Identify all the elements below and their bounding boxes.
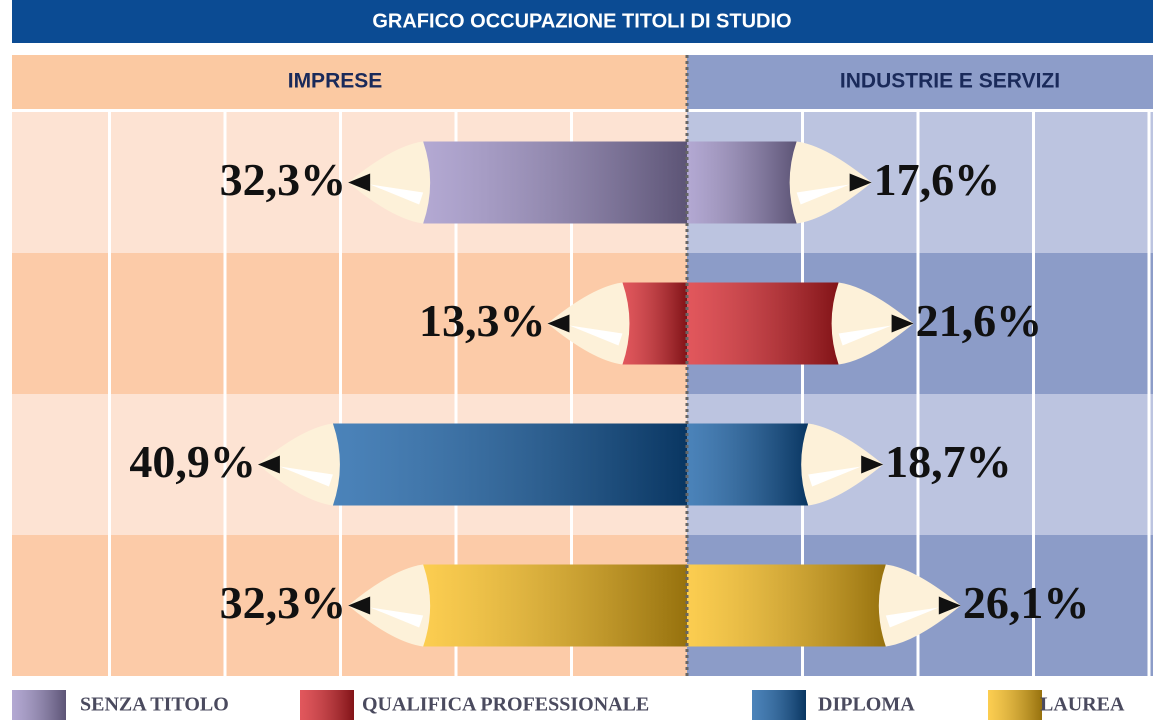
pencil xyxy=(348,141,687,224)
legend-swatch-shade xyxy=(752,690,806,720)
pencil-tip xyxy=(257,455,280,474)
pencil-shade xyxy=(687,141,797,224)
pencil-cone xyxy=(348,141,431,224)
value-label: 40,9% xyxy=(129,436,256,487)
left-title: IMPRESE xyxy=(288,70,383,93)
pencil-shade xyxy=(423,564,687,647)
value-label: 18,7% xyxy=(885,436,1012,487)
pencil-highlight xyxy=(370,184,424,205)
pencil-cone xyxy=(878,564,961,647)
pencil xyxy=(687,423,884,506)
pencil-highlight xyxy=(370,607,424,628)
value-label: 32,3% xyxy=(220,154,347,205)
pencil xyxy=(687,564,961,647)
title-bar xyxy=(12,0,1153,43)
pencil-highlight xyxy=(279,466,333,487)
pencil-tip xyxy=(348,596,371,615)
pencil-cone xyxy=(789,141,872,224)
pencil-cone xyxy=(348,564,431,647)
pencil xyxy=(687,282,914,365)
value-label: 17,6% xyxy=(874,154,1001,205)
legend-swatch-shade xyxy=(988,690,1042,720)
pencil-shade xyxy=(687,423,809,506)
right-header xyxy=(687,55,1153,109)
legend-label: DIPLOMA xyxy=(818,694,915,716)
pencil-shade xyxy=(332,423,687,506)
pencil-highlight xyxy=(838,325,892,346)
pencil xyxy=(348,564,687,647)
value-label: 32,3% xyxy=(220,577,347,628)
pencil-tip xyxy=(891,314,914,333)
legend-label: LAUREA xyxy=(1040,694,1125,716)
value-label: 26,1% xyxy=(963,577,1090,628)
pencil-cone xyxy=(831,282,914,365)
legend-label: QUALIFICA PROFESSIONALE xyxy=(362,694,649,716)
value-label: 21,6% xyxy=(916,295,1043,346)
pencil-tip xyxy=(849,173,872,192)
pencil-cone xyxy=(547,282,630,365)
pencil-shade xyxy=(687,282,839,365)
pencil xyxy=(547,282,687,365)
pencil-cone xyxy=(801,423,884,506)
pencil-shade xyxy=(622,282,687,365)
chart-title: GRAFICO OCCUPAZIONE TITOLI DI STUDIO xyxy=(372,10,791,32)
pencil xyxy=(257,423,687,506)
legend-swatch-shade xyxy=(12,690,66,720)
legend-swatch-shade xyxy=(300,690,354,720)
pencil-highlight xyxy=(796,184,850,205)
pencil-tip xyxy=(348,173,371,192)
pencil-tip xyxy=(938,596,961,615)
pencil-shade xyxy=(423,141,687,224)
pencil-highlight xyxy=(808,466,862,487)
pencil-shade xyxy=(687,564,886,647)
legend-label: SENZA TITOLO xyxy=(80,694,229,716)
left-header xyxy=(12,55,687,109)
right-title: INDUSTRIE E SERVIZI xyxy=(840,70,1060,93)
pencil-tip xyxy=(861,455,884,474)
pencil-cone xyxy=(257,423,340,506)
pencil-highlight xyxy=(569,325,623,346)
pencil-highlight xyxy=(885,607,939,628)
pencil xyxy=(687,141,872,224)
pencil-tip xyxy=(547,314,570,333)
value-label: 13,3% xyxy=(419,295,546,346)
